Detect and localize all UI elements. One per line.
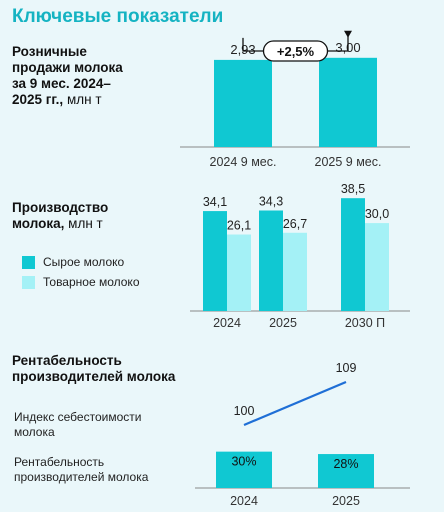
retail-title-line-4: 2025 гг., млн т [12,92,182,108]
production-unit: млн т [68,216,103,231]
production-title: Производство молока, млн т [12,200,182,232]
production-title-line-2: молока, млн т [12,216,182,232]
production-category-label: 2030 П [345,316,385,330]
growth-arrow-head [344,30,352,38]
legend-item-raw-milk: Сырое молоко [22,255,124,269]
retail-title-line-3: за 9 мес. 2024– [12,76,111,91]
cost-index-value-label: 100 [234,404,255,418]
profitability-chart: 30% 2024 28% 2025 100 109 [195,361,410,508]
production-category-label: 2024 [213,316,241,330]
growth-badge [262,40,329,62]
legend-swatch-commercial [22,275,35,289]
retail-bar [214,59,272,147]
retail-category-label: 2025 9 мес. [315,155,382,169]
profitability-value-label: 30% [231,455,256,469]
commercial-milk-value-label: 30,0 [365,207,389,221]
retail-title-line-2: продажи молока [12,60,123,75]
cost-index-line [243,380,347,427]
legend-label-commercial: Товарное молоко [43,275,140,289]
profitability-title-line-2: производителей молока [12,369,176,384]
commercial-milk-bar [227,234,251,311]
profitability-category-label: 2024 [230,494,258,508]
raw-milk-bar [259,210,283,311]
cost-index-value-label: 109 [336,361,357,375]
cost-index-label-line-2: молока [14,425,55,439]
raw-milk-value-label: 38,5 [341,182,365,196]
growth-badge-text: +2,5% [277,44,315,59]
raw-milk-value-label: 34,3 [259,194,283,208]
cost-index-label-line-1: Индекс себестоимости [14,410,142,424]
legend-swatch-raw [22,255,35,269]
commercial-milk-bar [283,232,307,311]
production-title-word: молока, [12,216,65,231]
commercial-milk-bar [365,223,389,311]
profitability-bar [216,451,272,488]
commercial-milk-value-label: 26,7 [283,217,307,231]
profitability-title: Рентабельность производителей молока [12,353,232,385]
production-title-line-1: Производство [12,200,109,215]
cost-index-label: Индекс себестоимости молока [14,410,194,440]
retail-category-label: 2024 9 мес. [210,155,277,169]
profitability-title-line-1: Рентабельность [12,353,122,368]
profitability-row-label-line-2: производителей молока [14,470,149,484]
retail-title-last: 2025 гг., [12,92,64,107]
profitability-row-label-line-1: Рентабельность [14,455,105,469]
commercial-milk-value-label: 26,1 [227,219,251,233]
production-category-label: 2025 [269,316,297,330]
retail-title: Розничные продажи молока за 9 мес. 2024–… [12,44,182,108]
page-title: Ключевые показатели [12,6,224,27]
legend-label-raw: Сырое молоко [43,255,125,269]
profitability-bar [318,454,374,488]
retail-unit: млн т [66,92,102,107]
retail-bar [319,57,377,148]
profitability-row-label: Рентабельность производителей молока [14,455,194,485]
raw-milk-bar [203,211,227,311]
production-chart: 34,126,1 2024 34,326,7 2025 38,530,0 2030 П [190,182,410,330]
profitability-value-label: 28% [333,457,358,471]
profitability-category-label: 2025 [332,494,360,508]
legend-item-commercial-milk: Товарное молоко [22,275,140,289]
retail-title-line-1: Розничные [12,44,87,59]
raw-milk-bar [341,198,365,311]
raw-milk-value-label: 34,1 [203,195,227,209]
